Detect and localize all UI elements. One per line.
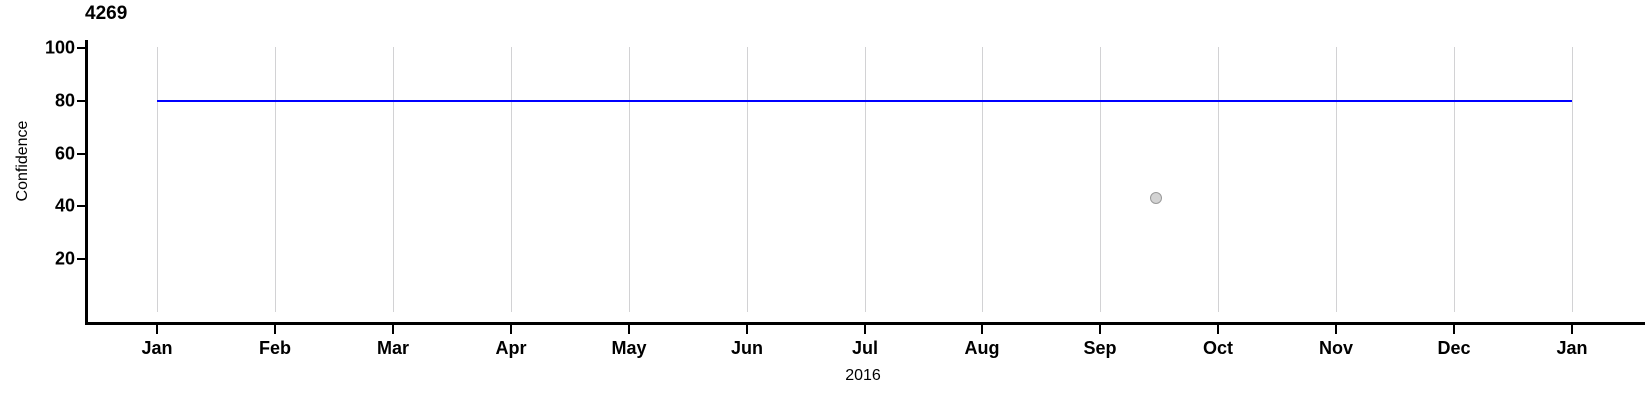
y-tick-mark [77,152,85,155]
x-tick-label: Jan [141,338,173,358]
x-tick-mark [1571,325,1573,334]
x-tick-label: Feb [258,338,292,358]
x-tick-label: Jul [851,338,879,358]
gridline-vertical [629,47,630,312]
y-tick-mark [77,47,85,49]
x-tick-mark [392,325,394,334]
y-tick-mark [77,258,85,260]
x-tick-label: Dec [1437,338,1471,358]
x-tick-mark [746,325,748,334]
threshold-line [157,99,1572,102]
gridline-vertical [1454,47,1455,312]
data-point-marker[interactable] [1149,192,1162,205]
x-tick-label: Oct [1202,338,1234,358]
y-tick-label: 40 [54,195,75,216]
x-tick-mark [1453,325,1455,334]
x-tick-label: Aug [964,338,1000,358]
x-tick-mark [1099,325,1101,334]
gridline-vertical [1336,47,1337,312]
x-tick-mark [1217,325,1219,334]
x-tick-mark [274,325,276,334]
x-tick-label: Nov [1318,338,1354,358]
y-axis-title: Confidence [14,120,31,202]
y-tick-label: 100 [44,37,75,58]
x-tick-label: Sep [1083,338,1117,358]
gridline-vertical [747,47,748,312]
y-tick-label: 20 [54,248,75,269]
y-tick-label: 60 [54,143,75,163]
gridline-vertical [1572,47,1573,312]
x-tick-label: May [611,338,647,358]
x-tick-mark [864,325,866,334]
x-tick-label: Jan [1556,338,1588,358]
y-tick-label: 80 [54,90,75,111]
x-tick-mark [510,325,512,334]
gridline-vertical [982,47,983,312]
gridline-vertical [275,47,276,312]
gridline-vertical [1100,47,1101,312]
x-tick-mark [981,325,983,334]
gridline-vertical [511,47,512,312]
gridline-vertical [157,47,158,312]
y-tick-mark [77,205,85,208]
y-tick-mark [77,99,85,102]
x-tick-mark [156,325,158,334]
gridline-vertical [865,47,866,312]
x-axis-title: 2016 [845,367,881,384]
x-tick-label: Apr [495,338,527,358]
x-axis-spine [85,322,1645,325]
gridline-vertical [1218,47,1219,312]
x-tick-label: Jun [730,338,764,358]
gridline-vertical [393,47,394,312]
page-title: 4269 [85,3,128,24]
x-tick-label: Mar [376,338,410,358]
x-tick-mark [628,325,630,334]
x-tick-mark [1335,325,1337,334]
y-axis-spine [85,40,88,325]
